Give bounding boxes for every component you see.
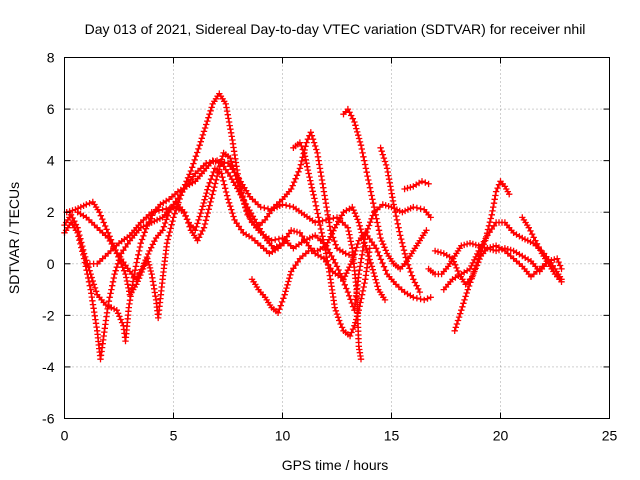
x-tick-label: 5 [170, 428, 178, 444]
series-sat-h [340, 105, 430, 273]
y-tick-label: 6 [47, 101, 55, 117]
series-sat-o [519, 214, 565, 285]
x-axis-label: GPS time / hours [282, 457, 389, 473]
y-axis-label: SDTVAR / TECUs [6, 182, 22, 294]
series-markers [401, 178, 432, 193]
series-sat-d [83, 129, 356, 267]
series-markers [290, 139, 373, 340]
series-sat-e [74, 165, 291, 283]
series-markers [74, 165, 291, 283]
y-tick-label: 0 [47, 256, 55, 272]
series-markers [519, 214, 565, 285]
y-tick-label: -4 [42, 359, 55, 375]
y-tick-label: -6 [42, 411, 55, 427]
series-markers [377, 144, 423, 296]
plot-area [61, 90, 565, 363]
series-sat-g [290, 139, 373, 340]
chart-title: Day 013 of 2021, Sidereal Day-to-day VTE… [85, 21, 586, 37]
plot-frame [64, 57, 610, 419]
y-tick-label: 8 [47, 50, 55, 66]
x-tick-label: 25 [602, 428, 618, 444]
x-tick-label: 0 [61, 428, 69, 444]
series-sat-j [401, 178, 432, 193]
series-sat-c [61, 157, 434, 345]
x-tick-label: 15 [384, 428, 400, 444]
x-tick-label: 20 [493, 428, 509, 444]
axes: 0 5 10 15 20 25 -6 -4 -2 0 2 4 6 8 [42, 50, 617, 444]
y-tick-label: 2 [47, 204, 55, 220]
series-markers [248, 203, 389, 316]
series-sat-f [248, 203, 389, 316]
series-markers [340, 105, 430, 273]
y-tick-label: -2 [42, 307, 55, 323]
series-sat-i [377, 144, 423, 296]
y-tick-label: 4 [47, 153, 55, 169]
series-markers [451, 242, 552, 334]
x-tick-label: 10 [275, 428, 291, 444]
series-sat-n [451, 242, 552, 334]
